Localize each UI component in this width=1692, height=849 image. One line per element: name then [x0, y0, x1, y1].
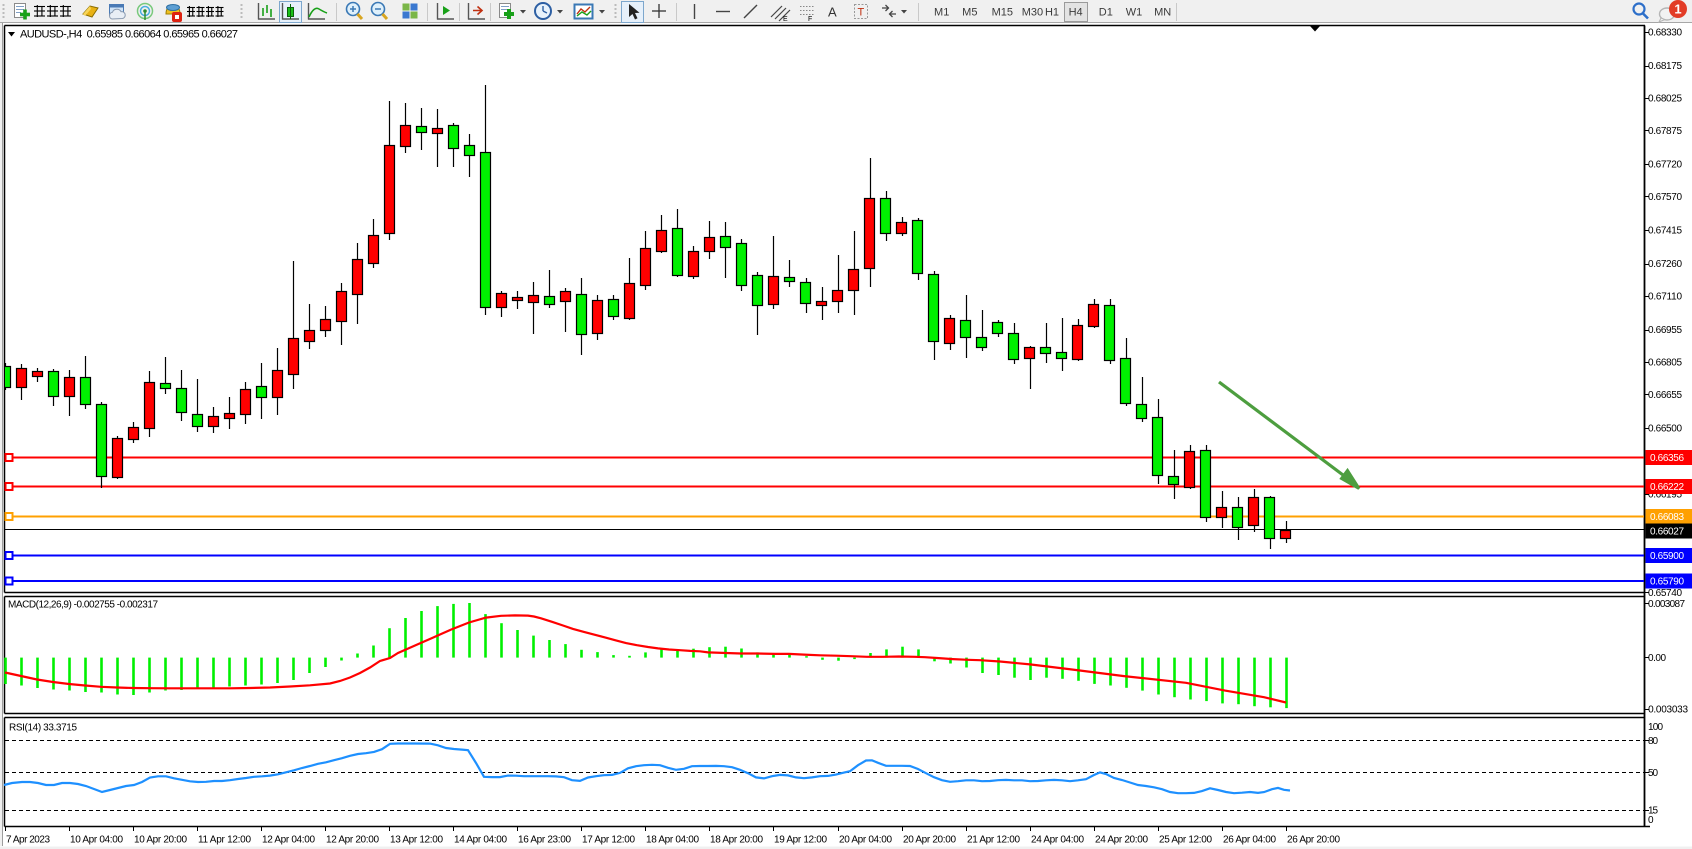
svg-text:13 Apr 12:00: 13 Apr 12:00 [390, 835, 443, 846]
svg-text:0.67720: 0.67720 [1648, 160, 1682, 171]
svg-text:0.67110: 0.67110 [1648, 292, 1682, 303]
svg-text:0.68025: 0.68025 [1648, 94, 1682, 105]
svg-text:0.67260: 0.67260 [1648, 259, 1682, 270]
svg-text:0.66083: 0.66083 [1650, 512, 1684, 523]
svg-text:M15: M15 [992, 7, 1013, 19]
svg-text:T: T [858, 7, 865, 19]
svg-text:0.67875: 0.67875 [1648, 126, 1682, 137]
svg-text:F: F [808, 16, 812, 23]
svg-text:14 Apr 04:00: 14 Apr 04:00 [454, 835, 507, 846]
svg-text:AUDUSD-,H4 0.65985 0.66064 0.: AUDUSD-,H4 0.65985 0.66064 0.65965 0.660… [20, 29, 238, 41]
svg-text:100: 100 [1648, 722, 1663, 733]
svg-text:0.65740: 0.65740 [1648, 588, 1682, 599]
svg-text:M5: M5 [962, 7, 977, 19]
svg-text:0.66955: 0.66955 [1648, 325, 1682, 336]
svg-text:0.00: 0.00 [1648, 653, 1666, 664]
svg-text:RSI(14) 33.3715: RSI(14) 33.3715 [9, 723, 77, 734]
svg-text:H1: H1 [1045, 7, 1059, 19]
svg-text:0.68330: 0.68330 [1648, 28, 1682, 39]
svg-text:-0.003033: -0.003033 [1645, 705, 1688, 716]
svg-text:10 Apr 20:00: 10 Apr 20:00 [134, 835, 187, 846]
svg-text:0.66027: 0.66027 [1650, 527, 1684, 538]
svg-text:E: E [783, 16, 788, 23]
svg-text:11 Apr 12:00: 11 Apr 12:00 [198, 835, 251, 846]
svg-text:D1: D1 [1099, 7, 1113, 19]
svg-text:H4: H4 [1069, 7, 1083, 19]
svg-text:0.66195: 0.66195 [1648, 490, 1682, 501]
svg-text:0.66805: 0.66805 [1648, 358, 1682, 369]
svg-text:0.65790: 0.65790 [1650, 577, 1684, 588]
svg-text:0.66500: 0.66500 [1648, 424, 1682, 435]
svg-text:18 Apr 20:00: 18 Apr 20:00 [710, 835, 763, 846]
svg-text:MN: MN [1154, 7, 1171, 19]
svg-text:0.67570: 0.67570 [1648, 192, 1682, 203]
svg-text:1: 1 [1674, 2, 1681, 17]
svg-text:26 Apr 20:00: 26 Apr 20:00 [1287, 835, 1340, 846]
svg-text:0.66222: 0.66222 [1650, 482, 1684, 493]
svg-text:0.66655: 0.66655 [1648, 390, 1682, 401]
svg-text:17 Apr 12:00: 17 Apr 12:00 [582, 835, 635, 846]
svg-text:7 Apr 2023: 7 Apr 2023 [6, 835, 50, 846]
svg-text:0: 0 [1648, 815, 1654, 826]
svg-text:MACD(12,26,9) -0.002755 -0.002: MACD(12,26,9) -0.002755 -0.002317 [8, 600, 158, 611]
svg-text:0.66356: 0.66356 [1650, 453, 1684, 464]
svg-text:24 Apr 04:00: 24 Apr 04:00 [1031, 835, 1084, 846]
svg-text:80: 80 [1648, 736, 1658, 747]
svg-text:20 Apr 20:00: 20 Apr 20:00 [903, 835, 956, 846]
svg-text:A: A [828, 5, 837, 20]
svg-text:20 Apr 04:00: 20 Apr 04:00 [839, 835, 892, 846]
svg-text:0.67415: 0.67415 [1648, 226, 1682, 237]
svg-text:18 Apr 04:00: 18 Apr 04:00 [646, 835, 699, 846]
svg-text:25 Apr 12:00: 25 Apr 12:00 [1159, 835, 1212, 846]
svg-text:19 Apr 12:00: 19 Apr 12:00 [774, 835, 827, 846]
svg-text:15: 15 [1648, 806, 1658, 817]
svg-text:0.65900: 0.65900 [1650, 551, 1684, 562]
svg-text:0.003087: 0.003087 [1648, 599, 1685, 610]
svg-text:24 Apr 20:00: 24 Apr 20:00 [1095, 835, 1148, 846]
svg-text:21 Apr 12:00: 21 Apr 12:00 [967, 835, 1020, 846]
svg-text:12 Apr 04:00: 12 Apr 04:00 [262, 835, 315, 846]
svg-text:12 Apr 20:00: 12 Apr 20:00 [326, 835, 379, 846]
svg-text:16 Apr 23:00: 16 Apr 23:00 [518, 835, 571, 846]
svg-text:10 Apr 04:00: 10 Apr 04:00 [70, 835, 123, 846]
svg-text:M1: M1 [934, 7, 949, 19]
svg-text:0.68175: 0.68175 [1648, 61, 1682, 72]
svg-text:M30: M30 [1022, 7, 1043, 19]
svg-text:26 Apr 04:00: 26 Apr 04:00 [1223, 835, 1276, 846]
svg-text:50: 50 [1648, 768, 1658, 779]
svg-text:W1: W1 [1126, 7, 1143, 19]
